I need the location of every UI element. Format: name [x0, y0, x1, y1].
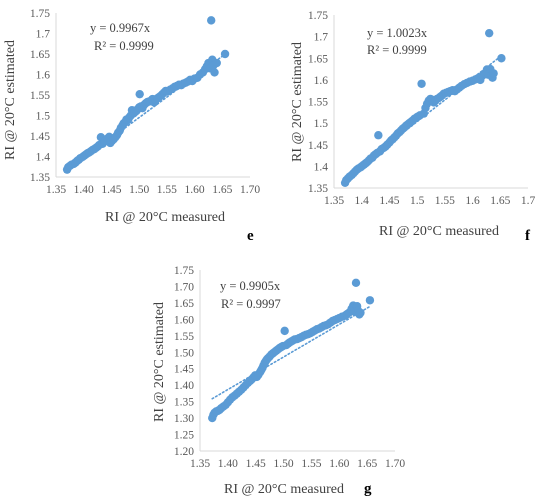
x-tick-label: 1.65: [212, 184, 232, 196]
y-tick-label: 1.75: [174, 265, 194, 277]
x-tick-label: 1.40: [218, 458, 238, 470]
y-tick-label: 1.5: [36, 111, 51, 123]
y-tick-label: 1.20: [174, 446, 194, 458]
x-tick-label: 1.4: [355, 195, 370, 207]
data-point: [135, 89, 144, 99]
y-tick-label: 1.60: [174, 314, 194, 326]
panel-label-e: e: [247, 228, 254, 244]
data-point: [356, 308, 365, 317]
x-tick-label: 1.65: [357, 458, 377, 470]
y-tick-label: 1.7: [314, 32, 329, 44]
y-tick-label: 1.4: [36, 152, 51, 164]
x-tick-label: 1.45: [379, 195, 399, 207]
y-tick-label: 1.6: [36, 70, 51, 82]
x-tick-label: 1.6: [465, 195, 480, 207]
chart-panel-g: y = 0.9905x R² = 0.9997 RI @ 20°C measur…: [152, 265, 405, 497]
x-tick-label: 1.55: [435, 195, 455, 207]
data-point: [351, 278, 361, 288]
r-squared-label: R² = 0.9999: [367, 43, 427, 57]
y-tick-label: 1.45: [174, 364, 194, 376]
chart-panel-e: y = 0.9967x R² = 0.9999 RI @ 20°C measur…: [3, 8, 260, 244]
x-tick-label: 1.65: [490, 195, 510, 207]
y-tick-label: 1.35: [30, 172, 50, 184]
x-tick-label: 1.70: [240, 184, 260, 196]
y-tick-label: 1.6: [314, 75, 329, 87]
y-tick-label: 1.4: [314, 161, 329, 173]
x-tick-label: 1.35: [46, 184, 66, 196]
x-tick-label: 1.60: [185, 184, 205, 196]
data-point: [280, 326, 289, 336]
chart-panel-f: y = 1.0023x R² = 0.9999 RI @ 20°C measur…: [290, 10, 535, 244]
y-tick-label: 1.45: [308, 140, 328, 152]
x-tick-label: 1.35: [324, 195, 344, 207]
data-point: [207, 16, 216, 25]
y-tick-label: 1.65: [174, 298, 194, 310]
x-tick-label: 1.60: [329, 458, 349, 470]
x-tick-label: 1.35: [190, 458, 210, 470]
panel-label-f: f: [525, 228, 531, 244]
data-point: [489, 69, 498, 78]
y-tick-label: 1.75: [308, 10, 328, 22]
y-tick-label: 1.55: [174, 331, 194, 343]
x-tick-label: 1.45: [101, 184, 121, 196]
y-tick-label: 1.40: [174, 380, 194, 392]
trendline: [211, 305, 371, 400]
r-squared-label: R² = 0.9997: [221, 297, 281, 311]
y-tick-label: 1.65: [30, 49, 50, 61]
x-axis-title: RI @ 20°C measured: [379, 224, 499, 239]
y-tick-label: 1.30: [174, 413, 194, 425]
x-tick-label: 1.5: [410, 195, 425, 207]
data-point: [497, 54, 506, 63]
data-point: [485, 28, 494, 38]
y-tick-label: 1.35: [308, 183, 328, 195]
y-tick-label: 1.35: [174, 397, 194, 409]
data-point: [365, 296, 375, 305]
equation-label: y = 0.9905x: [220, 279, 281, 293]
y-axis-title: RI @ 20°C estimated: [290, 42, 305, 162]
x-tick-label: 1.50: [274, 458, 294, 470]
equation-label: y = 1.0023x: [367, 26, 428, 40]
y-tick-label: 1.55: [30, 90, 50, 102]
y-tick-label: 1.45: [30, 131, 50, 143]
x-tick-label: 1.40: [74, 184, 94, 196]
y-tick-label: 1.70: [174, 281, 194, 293]
x-axis-title: RI @ 20°C measured: [105, 210, 225, 225]
y-tick-label: 1.75: [30, 8, 50, 20]
data-point: [374, 131, 383, 140]
y-tick-label: 1.65: [308, 53, 328, 65]
y-tick-label: 1.7: [36, 29, 51, 41]
y-tick-label: 1.25: [174, 430, 194, 442]
y-tick-label: 1.5: [314, 118, 329, 130]
data-point: [212, 58, 221, 68]
data-point: [417, 79, 426, 88]
panel-label-g: g: [364, 481, 372, 497]
data-point: [220, 49, 230, 59]
x-tick-label: 1.50: [129, 184, 149, 196]
x-tick-label: 1.55: [157, 184, 177, 196]
x-axis-title: RI @ 20°C measured: [224, 482, 344, 497]
x-tick-label: 1.55: [301, 458, 321, 470]
y-tick-label: 1.55: [308, 97, 328, 109]
y-tick-label: 1.50: [174, 347, 194, 359]
y-axis-title: RI @ 20°C estimated: [152, 302, 167, 422]
x-tick-label: 1.45: [246, 458, 266, 470]
r-squared-label: R² = 0.9999: [94, 39, 154, 53]
data-point: [210, 68, 219, 77]
x-tick-label: 1.70: [385, 458, 405, 470]
y-axis-title: RI @ 20°C estimated: [3, 40, 18, 160]
x-tick-label: 1.7: [521, 195, 536, 207]
equation-label: y = 0.9967x: [90, 21, 151, 35]
